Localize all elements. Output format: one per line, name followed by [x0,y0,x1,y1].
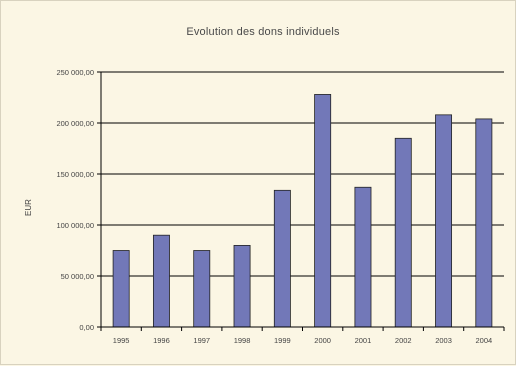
bar-1998 [233,244,251,328]
bars [112,94,493,328]
x-tick-label: 1996 [153,336,170,345]
bar-2000 [314,94,332,328]
y-axis-label: EUR [24,199,33,216]
axes [97,71,505,331]
chart-title: Evolution des dons individuels [186,26,340,38]
y-tick-label: 200 000,00 [56,119,94,128]
bar-2003 [435,114,453,328]
x-tick-label: 2003 [435,336,452,345]
bar-1995 [112,250,130,328]
y-tick-label: 100 000,00 [56,221,94,230]
x-tick-label: 1995 [113,336,130,345]
y-tick-label: 150 000,00 [56,170,94,179]
x-tick-label: 2000 [314,336,331,345]
x-tick-labels: 1995 1996 1997 1998 1999 2000 2001 2002 2003 2004 [113,336,492,345]
bar-1996 [152,234,170,328]
x-tick-label: 1997 [193,336,210,345]
bar-1999 [273,189,291,328]
bar-1997 [193,250,211,328]
bar-2001 [354,186,372,328]
y-tick-label: 250 000,00 [56,68,94,77]
x-tick-label: 2001 [355,336,372,345]
bar-2004 [475,118,493,328]
x-tick-label: 2002 [395,336,412,345]
x-tick-label: 2004 [476,336,493,345]
y-tick-label: 0,00 [79,323,94,332]
x-tick-label: 1999 [274,336,291,345]
y-tick-label: 50 000,00 [61,272,94,281]
bar-2002 [394,137,412,328]
x-tick-label: 1998 [234,336,251,345]
y-tick-labels: 0,00 50 000,00 100 000,00 150 000,00 200 000… [56,68,94,332]
